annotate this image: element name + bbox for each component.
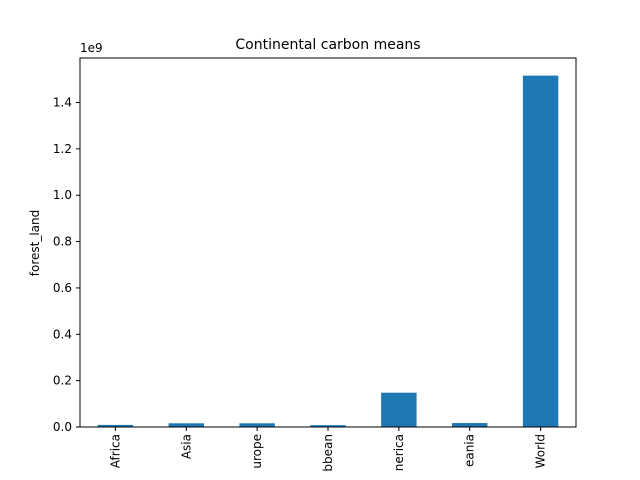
bar-urope — [239, 423, 275, 427]
bar-world — [522, 75, 559, 428]
x-tick-label: Asia — [179, 434, 193, 459]
y-tick-label: 0.4 — [53, 327, 72, 341]
y-tick-label: 0.6 — [53, 281, 72, 295]
y-tick-label: 1.4 — [53, 96, 72, 110]
plot-frame — [79, 57, 577, 428]
bar-eania — [452, 423, 488, 427]
chart-title: Continental carbon means — [235, 37, 420, 53]
x-tick-label: Africa — [108, 434, 122, 468]
y-axis-ticks: 0.0 0.2 0.4 0.6 0.8 1.0 1.2 1.4 — [53, 96, 80, 434]
x-tick-label: bbean — [321, 434, 335, 472]
bar-asia — [168, 423, 204, 427]
y-tick-label: 0.8 — [53, 235, 72, 249]
bar-africa — [97, 424, 134, 427]
y-axis-label: forest_land — [28, 210, 42, 277]
x-tick-label: World — [534, 434, 548, 468]
x-tick-label: urope — [250, 434, 264, 469]
y-scale-label: 1e9 — [80, 41, 103, 55]
bar-bbean — [310, 425, 346, 427]
y-tick-label: 1.2 — [53, 142, 72, 156]
y-tick-label: 0.2 — [53, 374, 72, 388]
y-tick-label: 0.0 — [53, 420, 72, 434]
x-axis-ticks: Africa Asia urope bbean nerica eania World — [108, 427, 548, 472]
y-tick-label: 1.0 — [53, 188, 72, 202]
x-tick-label: nerica — [392, 434, 406, 471]
x-tick-label: eania — [463, 434, 477, 467]
bar-nerica — [381, 392, 417, 427]
bars-group — [97, 75, 559, 428]
